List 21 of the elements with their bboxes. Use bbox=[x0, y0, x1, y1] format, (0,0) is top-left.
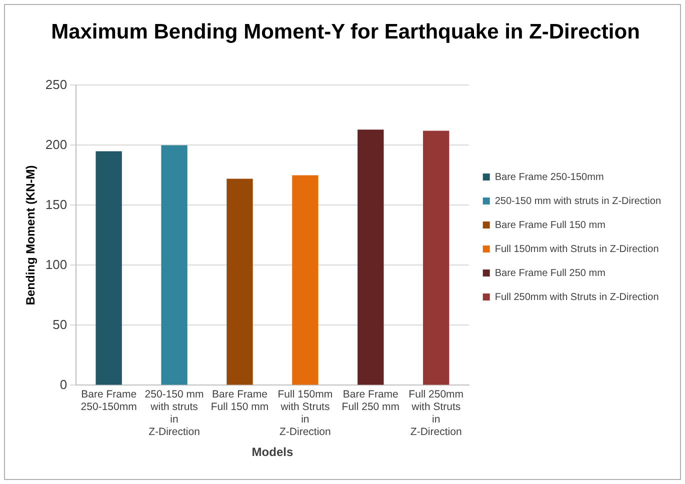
chart-title: Maximum Bending Moment-Y for Earthquake in Z-Direction bbox=[51, 20, 640, 44]
x-tick-label: Full 150mm with Struts in Z-Direction bbox=[278, 388, 333, 438]
y-tick-label: 50 bbox=[52, 316, 68, 332]
x-tick-label: Bare Frame Full 250 mm bbox=[342, 388, 400, 413]
y-tick-label: 250 bbox=[45, 76, 68, 92]
x-tick-label: 250-150 mm with struts in Z-Direction bbox=[144, 388, 204, 438]
x-tick-label: Full 250mm with Struts in Z-Direction bbox=[408, 388, 464, 438]
legend-label: Full 250mm with Struts in Z-Direction bbox=[494, 292, 659, 303]
legend-label: Bare Frame Full 250 mm bbox=[494, 268, 606, 279]
x-axis-title: Models bbox=[252, 445, 294, 460]
x-tick-label: Bare Frame 250-150mm bbox=[80, 388, 138, 413]
legend-label: Full 150mm with Struts in Z-Direction bbox=[494, 244, 659, 255]
legend-label: Bare Frame 250-150mm bbox=[494, 172, 604, 183]
x-tick-label: Bare Frame Full 150 mm bbox=[210, 388, 269, 413]
y-tick-label: 100 bbox=[45, 256, 68, 272]
y-tick-label: 0 bbox=[60, 376, 68, 392]
y-tick-label: 150 bbox=[45, 196, 68, 212]
legend-label: Bare Frame Full 150 mm bbox=[494, 220, 606, 231]
legend-label: 250-150 mm with struts in Z-Direction bbox=[494, 196, 662, 207]
y-axis-title: Bending Moment (KN-M) bbox=[24, 165, 38, 306]
y-tick-label: 200 bbox=[45, 136, 68, 152]
